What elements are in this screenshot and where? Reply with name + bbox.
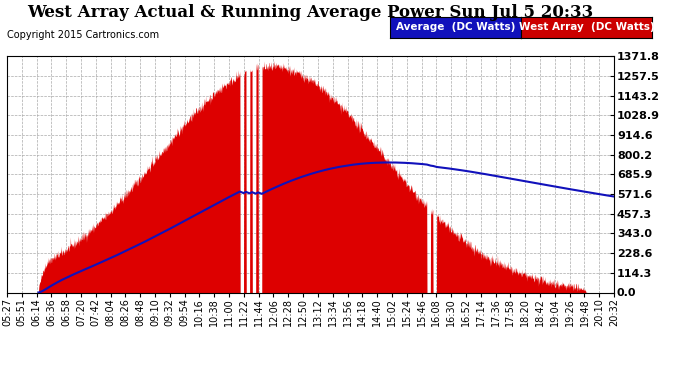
Text: West Array  (DC Watts): West Array (DC Watts) — [519, 22, 654, 32]
Text: Average  (DC Watts): Average (DC Watts) — [395, 22, 515, 32]
Text: West Array Actual & Running Average Power Sun Jul 5 20:33: West Array Actual & Running Average Powe… — [28, 4, 593, 21]
Text: Copyright 2015 Cartronics.com: Copyright 2015 Cartronics.com — [7, 30, 159, 40]
